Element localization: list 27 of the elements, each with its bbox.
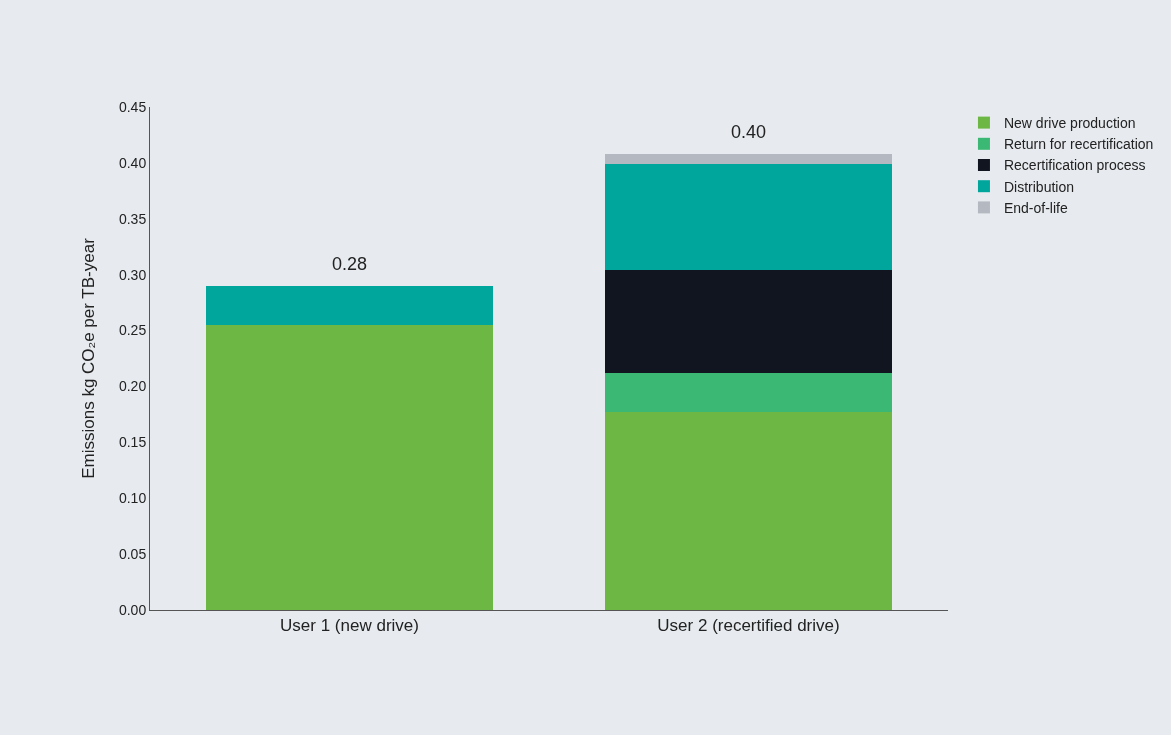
y-tick-label: 0.40 (118, 154, 147, 171)
y-tick-label: 0.30 (118, 266, 147, 283)
y-tick-label: 0.10 (118, 490, 147, 507)
total-label: 0.40 (731, 122, 767, 142)
legend-label: Return for recertification (1003, 136, 1154, 153)
legend-label: New drive production (1003, 115, 1136, 132)
y-tick-label: 0.20 (118, 378, 147, 395)
legend-label: End-of-life (1003, 199, 1068, 216)
bar (604, 153, 893, 165)
x-tick-label: User 1 (new drive) (280, 616, 419, 636)
legend-label: Distribution (1003, 178, 1074, 195)
y-tick-label: 0.00 (118, 601, 147, 618)
y-tick-label: 0.05 (118, 546, 147, 563)
y-axis-title: Emissions kg CO₂e per TB-year (78, 237, 98, 479)
bar (604, 270, 893, 374)
y-tick-label: 0.45 (118, 98, 147, 115)
bar (205, 285, 494, 325)
bar (205, 324, 494, 610)
bar (604, 412, 893, 610)
x-tick-label: User 2 (recertified drive) (657, 616, 840, 636)
y-tick-label: 0.15 (118, 434, 147, 451)
y-tick-label: 0.35 (118, 210, 147, 227)
bar (604, 373, 893, 413)
legend-label: Recertification process (1003, 157, 1146, 174)
total-label: 0.28 (332, 254, 368, 274)
bar (604, 164, 893, 271)
y-tick-label: 0.25 (118, 322, 147, 339)
